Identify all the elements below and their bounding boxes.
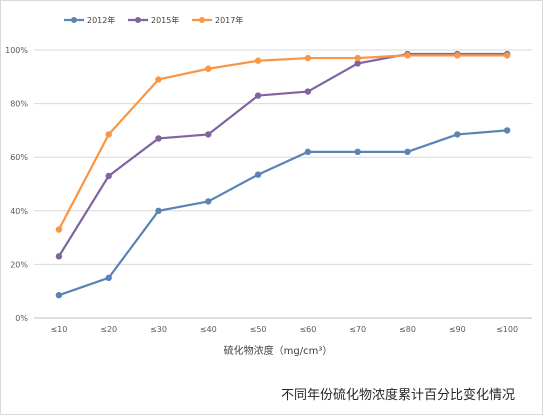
data-point — [55, 292, 63, 299]
series-lines — [57, 52, 508, 297]
data-point — [55, 226, 63, 233]
x-tick-label: ≤70 — [349, 325, 366, 334]
data-point — [354, 60, 361, 67]
data-point — [454, 131, 461, 138]
series-line-0 — [58, 129, 508, 297]
y-tick-label: 100% — [5, 46, 28, 55]
x-tick-label: ≤100 — [496, 325, 518, 334]
series-line-1 — [57, 52, 508, 257]
data-point — [254, 171, 262, 178]
data-point — [503, 52, 511, 59]
data-point — [454, 52, 461, 59]
y-tick-label: 0% — [15, 314, 28, 323]
data-point — [404, 148, 411, 156]
data-point — [155, 76, 162, 83]
legend-marker — [135, 17, 141, 23]
gridlines — [34, 49, 532, 319]
y-tick-label: 60% — [10, 153, 28, 162]
data-point — [304, 88, 312, 95]
data-point — [304, 148, 312, 156]
data-point — [105, 172, 112, 180]
data-point — [155, 207, 162, 214]
data-point — [254, 92, 262, 99]
data-point — [254, 57, 262, 64]
x-tick-label: ≤80 — [399, 325, 416, 334]
data-point — [155, 135, 162, 142]
x-tick-label: ≤60 — [299, 325, 316, 334]
data-point — [105, 131, 112, 138]
x-tick-label: ≤40 — [200, 325, 217, 334]
y-tick-label: 40% — [10, 207, 28, 216]
x-axis-title: 硫化物浓度（mg/cm³） — [224, 344, 333, 357]
legend: 2012年 2015年 2017年 — [64, 15, 243, 25]
data-point — [354, 148, 361, 156]
legend-label: 2015年 — [151, 15, 179, 25]
series-line-2 — [57, 54, 508, 231]
x-tick-label: ≤10 — [50, 325, 67, 334]
x-tick-label: ≤20 — [100, 325, 117, 334]
x-tick-label: ≤90 — [449, 325, 466, 334]
series-points — [55, 50, 511, 299]
data-point — [205, 198, 212, 205]
legend-label: 2012年 — [87, 15, 115, 25]
data-point — [404, 52, 411, 59]
data-point — [105, 274, 112, 281]
legend-marker — [71, 17, 77, 23]
data-point — [205, 65, 212, 72]
legend-marker — [199, 17, 205, 23]
data-point — [304, 54, 312, 62]
x-tick-labels: ≤10 ≤20 ≤30 ≤40 ≤50 ≤60 ≤70 ≤80 ≤90 ≤100 — [50, 325, 518, 334]
y-tick-label: 20% — [10, 260, 28, 269]
y-tick-label: 80% — [10, 100, 28, 109]
data-point — [354, 54, 361, 62]
chart-caption: 不同年份硫化物浓度累计百分比变化情况 — [280, 388, 515, 403]
data-point — [55, 253, 63, 260]
data-point — [205, 131, 212, 138]
x-tick-label: ≤50 — [250, 325, 267, 334]
x-tick-label: ≤30 — [150, 325, 167, 334]
data-point — [503, 127, 511, 134]
legend-label: 2017年 — [215, 15, 243, 25]
y-tick-labels: 0% 20% 40% 60% 80% 100% — [5, 46, 28, 323]
